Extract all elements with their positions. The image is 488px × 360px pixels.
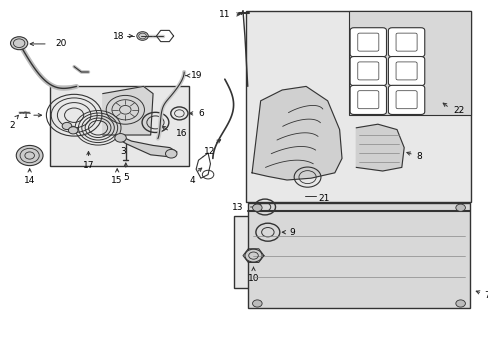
FancyBboxPatch shape xyxy=(387,28,424,57)
Circle shape xyxy=(68,127,78,134)
Circle shape xyxy=(244,249,262,262)
Polygon shape xyxy=(102,86,153,135)
FancyBboxPatch shape xyxy=(349,85,386,114)
Circle shape xyxy=(252,204,262,211)
Text: 11: 11 xyxy=(219,10,230,19)
Text: 13: 13 xyxy=(232,202,244,212)
Text: 5: 5 xyxy=(122,173,128,182)
FancyBboxPatch shape xyxy=(357,33,378,51)
Text: 4: 4 xyxy=(189,176,195,185)
Circle shape xyxy=(11,37,28,50)
Text: 1: 1 xyxy=(23,111,29,120)
FancyBboxPatch shape xyxy=(349,28,386,57)
Bar xyxy=(348,11,470,115)
Bar xyxy=(50,86,188,166)
Text: 9: 9 xyxy=(289,228,295,237)
Text: 3: 3 xyxy=(120,147,125,156)
Text: 18: 18 xyxy=(113,32,124,41)
Text: 17: 17 xyxy=(82,161,94,170)
Text: 7: 7 xyxy=(484,291,488,300)
Text: 14: 14 xyxy=(24,176,35,185)
Text: 22: 22 xyxy=(452,106,464,115)
Circle shape xyxy=(455,204,465,211)
Text: 2: 2 xyxy=(9,121,15,130)
Text: 10: 10 xyxy=(247,274,259,283)
Circle shape xyxy=(165,149,177,158)
Text: 15: 15 xyxy=(111,176,122,185)
Bar xyxy=(247,203,469,308)
Circle shape xyxy=(16,145,43,166)
Text: 21: 21 xyxy=(317,194,329,203)
Polygon shape xyxy=(251,86,341,180)
Text: 8: 8 xyxy=(415,152,421,161)
Circle shape xyxy=(115,134,126,142)
Text: 19: 19 xyxy=(191,71,203,80)
Bar xyxy=(246,11,470,202)
FancyBboxPatch shape xyxy=(387,57,424,86)
Circle shape xyxy=(137,32,148,40)
FancyBboxPatch shape xyxy=(395,33,416,51)
Text: 12: 12 xyxy=(203,147,215,156)
Circle shape xyxy=(252,300,262,307)
FancyBboxPatch shape xyxy=(395,91,416,109)
Polygon shape xyxy=(356,124,404,171)
Text: 6: 6 xyxy=(198,109,204,118)
Polygon shape xyxy=(117,137,177,157)
FancyBboxPatch shape xyxy=(395,62,416,80)
FancyBboxPatch shape xyxy=(387,85,424,114)
Bar xyxy=(234,216,298,288)
FancyBboxPatch shape xyxy=(357,91,378,109)
Circle shape xyxy=(62,122,72,130)
Circle shape xyxy=(455,300,465,307)
Text: 20: 20 xyxy=(55,40,66,49)
Text: 16: 16 xyxy=(176,130,187,139)
FancyBboxPatch shape xyxy=(357,62,378,80)
FancyBboxPatch shape xyxy=(349,57,386,86)
